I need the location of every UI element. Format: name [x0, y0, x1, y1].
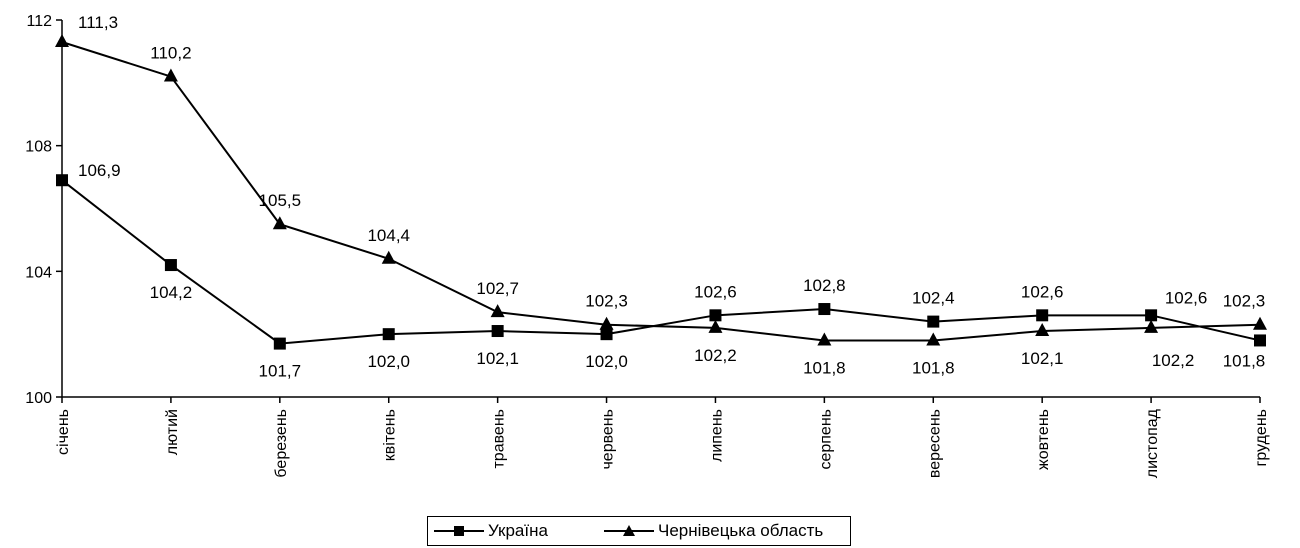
data-label-ukraine: 102,8 — [803, 276, 846, 295]
square-marker — [165, 259, 177, 271]
category-labels: січень лютий березень квітень травень червень… — [55, 408, 1270, 478]
data-label-ukraine: 104,2 — [150, 283, 193, 302]
y-tick-label: 112 — [26, 13, 52, 30]
data-label-chernivtsi: 102,1 — [1021, 349, 1064, 368]
category-label: січень — [55, 409, 72, 455]
legend-label-ukraine: Україна — [488, 521, 548, 541]
category-label: грудень — [1253, 409, 1270, 466]
square-marker — [818, 303, 830, 315]
legend: Україна Чернівецька область — [427, 516, 851, 546]
triangle-marker — [1035, 323, 1049, 336]
y-tick-label: 108 — [25, 139, 52, 156]
data-label-ukraine: 106,9 — [78, 161, 121, 180]
square-marker — [927, 316, 939, 328]
data-label-chernivtsi: 105,5 — [259, 191, 302, 210]
y-tick-label: 104 — [25, 264, 52, 281]
square-marker — [56, 174, 68, 186]
series-chernivtsi — [55, 34, 1267, 345]
square-marker — [1254, 334, 1266, 346]
data-label-ukraine: 102,0 — [367, 352, 410, 371]
square-marker-icon — [434, 523, 484, 539]
triangle-marker — [55, 34, 69, 47]
square-marker — [492, 325, 504, 337]
data-label-ukraine: 101,7 — [259, 362, 302, 381]
category-label: вересень — [926, 409, 943, 478]
data-label-chernivtsi: 102,3 — [1223, 292, 1266, 311]
square-marker — [601, 328, 613, 340]
data-label-chernivtsi: 102,7 — [476, 279, 519, 298]
data-label-chernivtsi: 102,3 — [585, 292, 628, 311]
data-label-chernivtsi: 111,3 — [78, 13, 118, 32]
category-label: липень — [708, 409, 725, 462]
data-label-ukraine: 102,4 — [912, 289, 955, 308]
legend-label-chernivtsi: Чернівецька область — [658, 521, 823, 541]
square-marker — [1145, 309, 1157, 321]
square-marker — [383, 328, 395, 340]
data-label-chernivtsi: 101,8 — [803, 358, 846, 377]
y-tick-label: 100 — [25, 390, 52, 407]
data-label-ukraine: 101,8 — [1223, 351, 1266, 370]
category-label: квітень — [382, 409, 399, 461]
data-label-ukraine: 102,6 — [694, 282, 737, 301]
data-label-ukraine: 102,0 — [585, 352, 628, 371]
data-label-chernivtsi: 101,8 — [912, 358, 955, 377]
data-label-chernivtsi: 110,2 — [150, 44, 191, 63]
data-label-chernivtsi: 104,4 — [367, 226, 410, 245]
triangle-marker — [926, 332, 940, 345]
square-marker — [1036, 309, 1048, 321]
square-marker — [709, 309, 721, 321]
category-label: червень — [600, 409, 617, 470]
series-line — [62, 42, 1260, 340]
data-label-ukraine: 102,6 — [1021, 282, 1064, 301]
triangle-marker — [708, 320, 722, 333]
axes: 100 104 108 112 — [25, 13, 1260, 407]
data-label-ukraine: 102,6 — [1165, 288, 1208, 307]
square-marker — [274, 338, 286, 350]
triangle-marker — [1144, 320, 1158, 333]
category-label: листопад — [1144, 408, 1161, 478]
category-label: травень — [491, 409, 508, 469]
series-ukraine — [56, 174, 1266, 349]
category-label: серпень — [817, 409, 834, 470]
category-label: лютий — [164, 409, 181, 455]
category-label: березень — [273, 409, 290, 478]
data-label-chernivtsi: 102,2 — [694, 346, 737, 365]
triangle-marker-icon — [604, 523, 654, 539]
triangle-marker — [1253, 317, 1267, 330]
data-label-ukraine: 102,1 — [476, 349, 519, 368]
series-line — [62, 180, 1260, 343]
category-label: жовтень — [1035, 409, 1052, 470]
data-label-chernivtsi: 102,2 — [1152, 351, 1195, 370]
